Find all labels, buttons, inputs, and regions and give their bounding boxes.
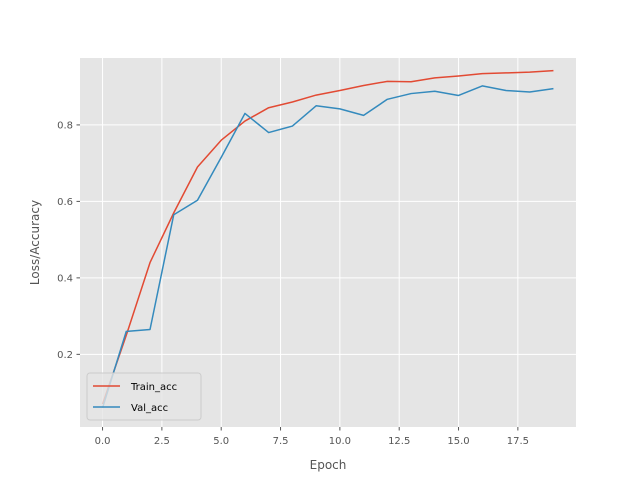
legend-label-train-acc: Train_acc: [130, 382, 177, 393]
legend: Train_acc Val_acc: [86, 372, 202, 421]
series-line-train-acc: [101, 69, 554, 405]
series-lines: [101, 69, 554, 409]
grid: [80, 58, 576, 427]
y-tick-label: 0.8: [57, 120, 73, 131]
x-tick-label: 12.5: [388, 436, 410, 447]
plot-area: [80, 58, 576, 427]
x-tick-label: 15.0: [447, 436, 469, 447]
y-axis-ticks: 0.2 0.4 0.6 0.8: [57, 120, 80, 361]
y-tick-label: 0.2: [57, 350, 73, 361]
x-tick-label: 2.5: [154, 436, 170, 447]
legend-label-val-acc: Val_acc: [131, 403, 168, 414]
y-tick-label: 0.6: [57, 197, 73, 208]
series-line-val-acc: [101, 85, 554, 409]
x-axis-label: Epoch: [310, 458, 347, 472]
x-axis-ticks: 0.0 2.5 5.0 7.5 10.0 12.5 15.0 17.5: [95, 427, 529, 447]
x-tick-label: 10.0: [329, 436, 351, 447]
y-tick-label: 0.4: [57, 273, 73, 284]
x-tick-label: 17.5: [507, 436, 529, 447]
legend-box: [86, 372, 202, 421]
y-axis-label: Loss/Accuracy: [28, 200, 42, 285]
x-tick-label: 0.0: [95, 436, 111, 447]
x-tick-label: 7.5: [273, 436, 289, 447]
x-tick-label: 5.0: [213, 436, 229, 447]
